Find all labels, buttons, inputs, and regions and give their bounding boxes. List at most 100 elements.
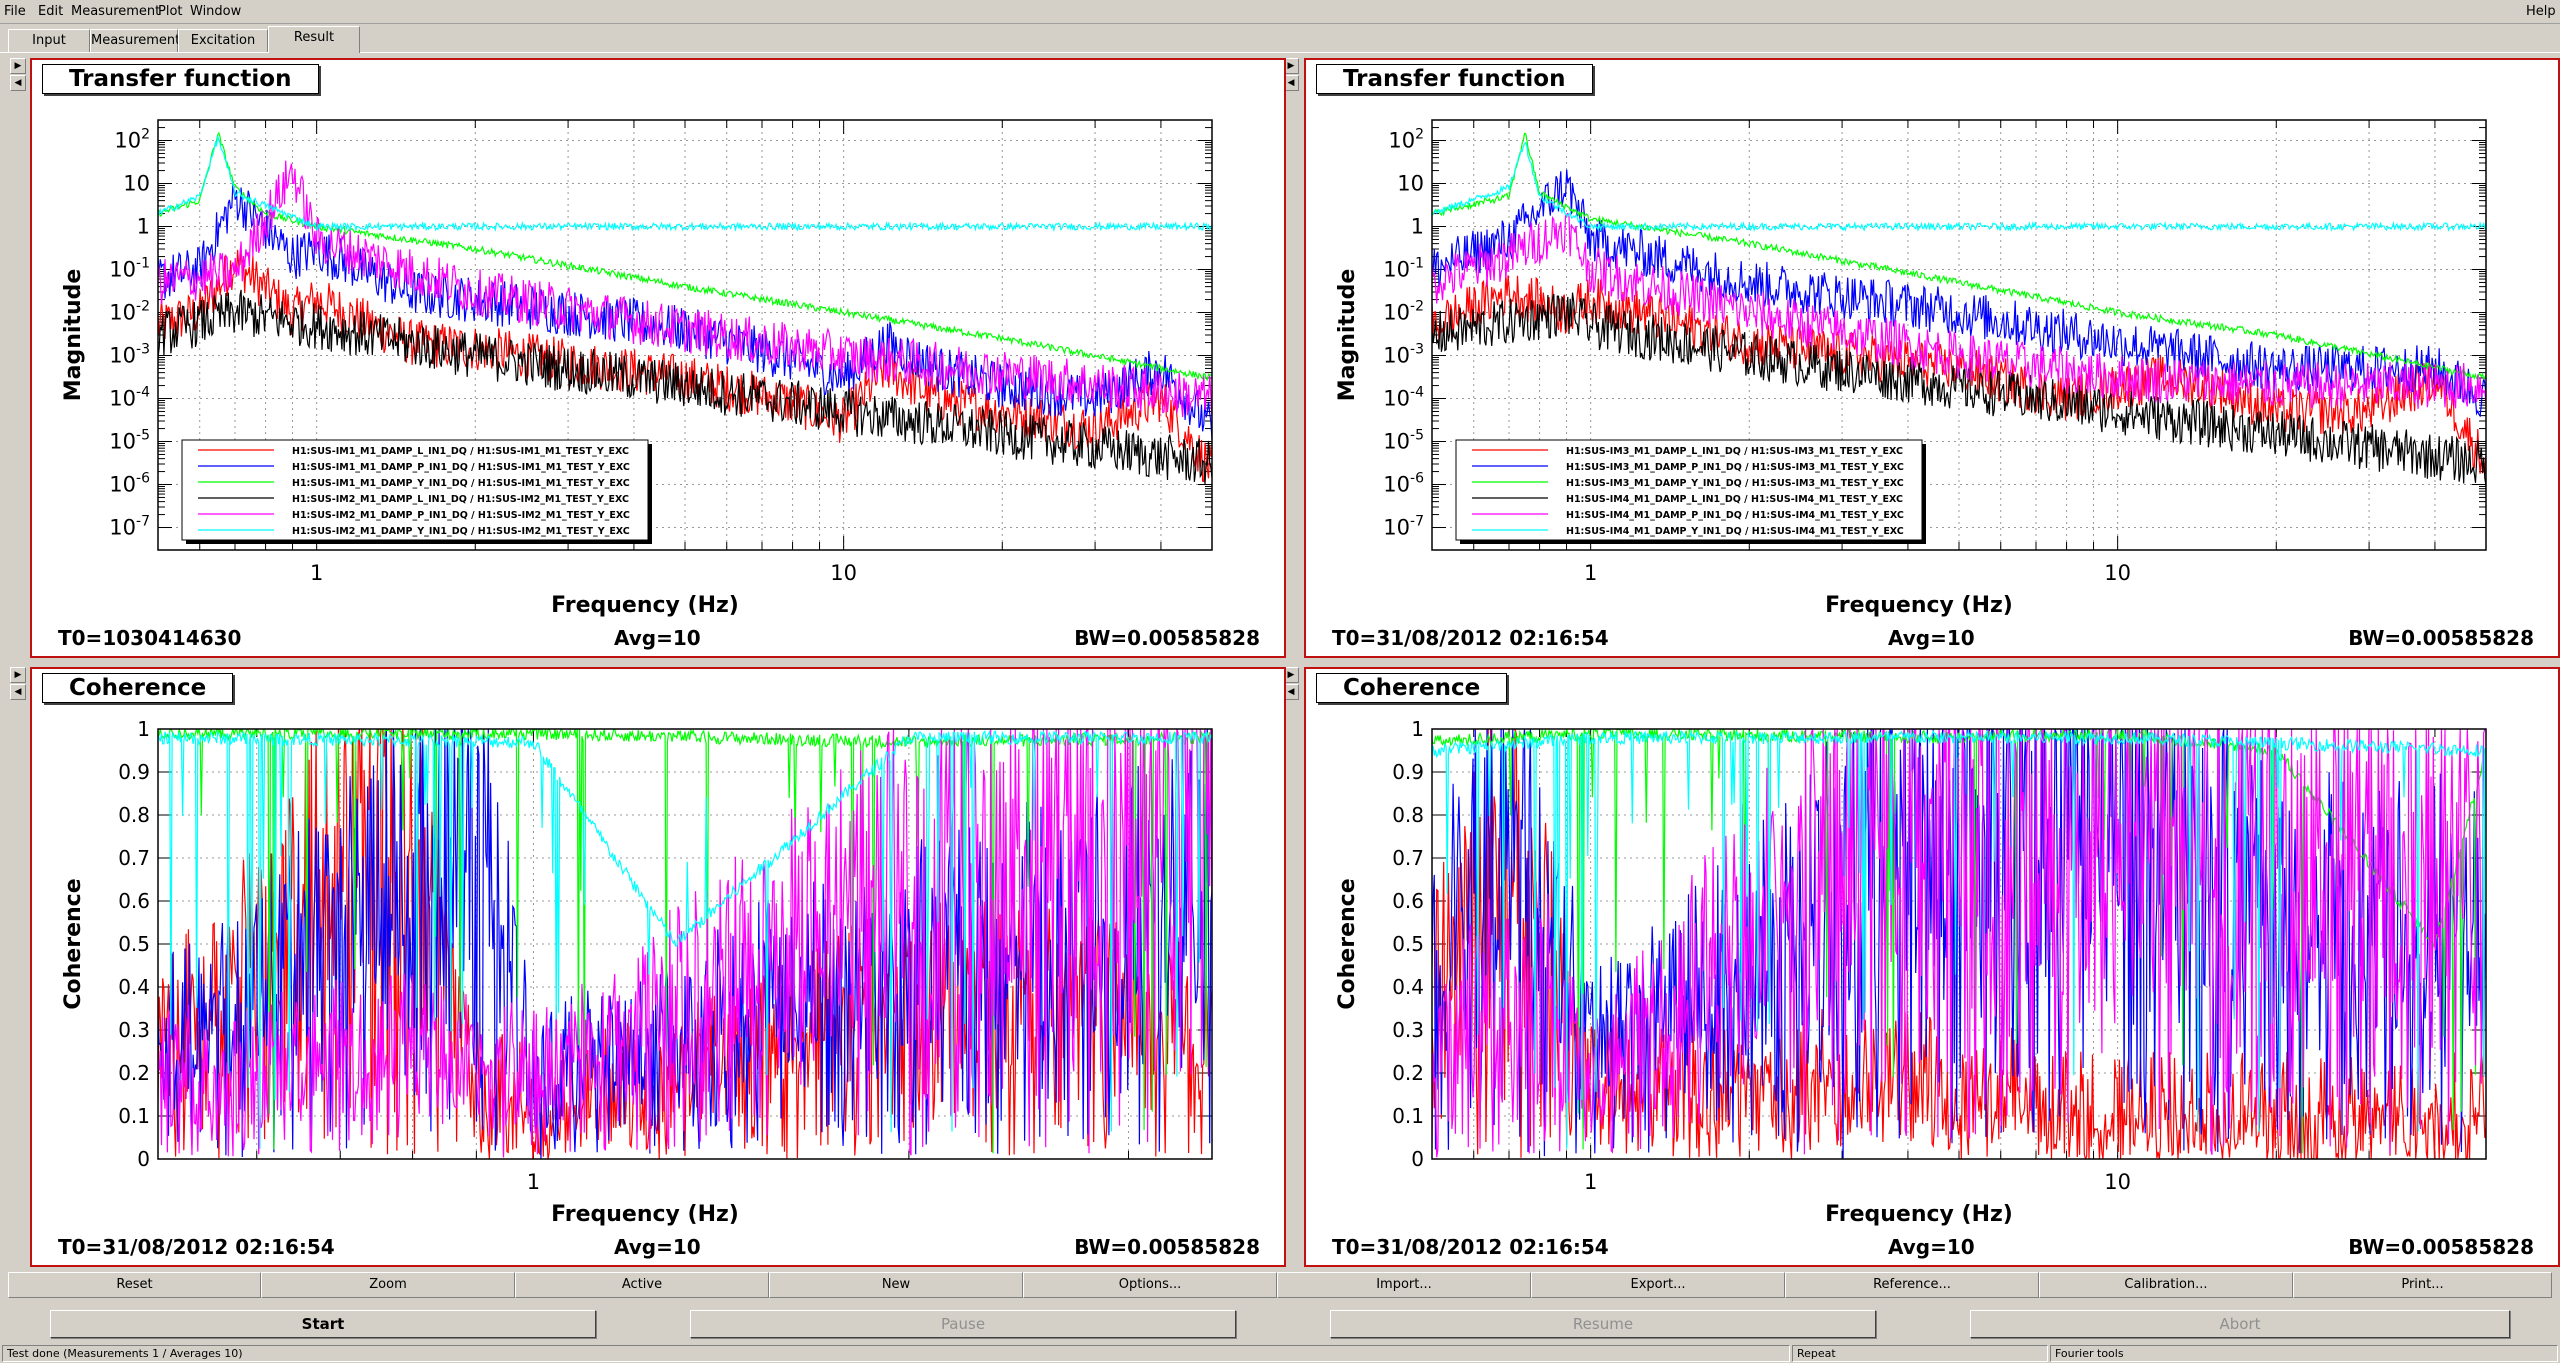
series-group	[1432, 132, 2486, 486]
y-tick-label: 0.5	[1392, 932, 1424, 956]
series-line	[158, 135, 1212, 233]
y-tick-exponent: -2	[136, 299, 150, 315]
y-tick-label: 0.4	[118, 975, 150, 999]
panel-title[interactable]: Transfer function	[42, 64, 319, 94]
y-tick-label: 1	[1411, 215, 1424, 239]
y-tick-exponent: -1	[1410, 256, 1424, 272]
start-button[interactable]: Start	[50, 1310, 596, 1338]
menu-help[interactable]: Help	[2526, 4, 2556, 19]
t0-label: T0=31/08/2012 02:16:54	[1332, 1235, 1609, 1259]
plot-area[interactable]: 0 0.1 0.2 0.3 0.4 0.5 0.6 0.7 0.8 0.9 1 1 Frequency …	[32, 669, 1284, 1265]
y-tick-exponent: 2	[141, 127, 150, 143]
y-tick-label: 102	[1388, 127, 1424, 153]
legend-label: H1:SUS-IM3_M1_DAMP_P_IN1_DQ / H1:SUS-IM3…	[1566, 462, 1904, 473]
panel-expand-right-icon[interactable]: ▶	[1283, 58, 1299, 74]
panel-title[interactable]: Coherence	[1316, 673, 1508, 703]
legend-label: H1:SUS-IM4_M1_DAMP_P_IN1_DQ / H1:SUS-IM4…	[1566, 510, 1904, 521]
menu-edit[interactable]: Edit	[38, 4, 64, 19]
plot-frame	[1431, 119, 2487, 551]
y-axis-title: Magnitude	[1335, 269, 1360, 402]
menu-plot[interactable]: Plot	[158, 4, 183, 19]
y-tick-label: 0.3	[1392, 1018, 1424, 1042]
new-button[interactable]: New	[769, 1272, 1023, 1298]
t0-label: T0=31/08/2012 02:16:54	[1332, 626, 1609, 650]
print-button[interactable]: Print...	[2293, 1272, 2552, 1298]
import-button[interactable]: Import...	[1277, 1272, 1531, 1298]
plot-panel-coherence-2[interactable]: 0 0.1 0.2 0.3 0.4 0.5 0.6 0.7 0.8 0.9 1 1 10 Frequenc…	[1304, 667, 2560, 1267]
panel-collapse-icon[interactable]: ◀	[10, 684, 26, 700]
y-tick-label: 0.7	[1392, 846, 1424, 870]
plot-area[interactable]: 0 0.1 0.2 0.3 0.4 0.5 0.6 0.7 0.8 0.9 1 1 10 Frequenc…	[1306, 669, 2558, 1265]
legend-label: H1:SUS-IM4_M1_DAMP_L_IN1_DQ / H1:SUS-IM4…	[1566, 494, 1903, 505]
plot-area[interactable]: 102 10 1 10-1 10-2 10-3 10-4 10-5 10-6 10-7 1 10 Fre…	[1306, 60, 2558, 656]
plot-panel-transfer-function-2[interactable]: 102 10 1 10-1 10-2 10-3 10-4 10-5 10-6 10-7 1 10 Fre…	[1304, 58, 2560, 658]
panel-expand-right-icon[interactable]: ▶	[10, 58, 26, 74]
series-line	[1432, 169, 2486, 418]
chart-group: 0 0.1 0.2 0.3 0.4 0.5 0.6 0.7 0.8 0.9 1 1 10 Frequenc…	[1335, 717, 2487, 1227]
plot-frame	[157, 728, 1213, 1160]
panel-title[interactable]: Transfer function	[1316, 64, 1593, 94]
x-tick-label: 10	[2104, 1170, 2131, 1194]
menu-file[interactable]: File	[4, 4, 26, 19]
legend-label: H1:SUS-IM3_M1_DAMP_Y_IN1_DQ / H1:SUS-IM3…	[1566, 478, 1904, 489]
abort-button[interactable]: Abort	[1970, 1310, 2510, 1338]
calibration-button[interactable]: Calibration...	[2039, 1272, 2293, 1298]
panel-expand-right-icon[interactable]: ▶	[1283, 667, 1299, 683]
export-button[interactable]: Export...	[1531, 1272, 1785, 1298]
series-line	[158, 249, 1212, 483]
menu-window[interactable]: Window	[190, 4, 242, 19]
bw-label: BW=0.00585828	[1074, 626, 1260, 650]
measurement-controls: Start Pause Resume Abort	[0, 1310, 2560, 1340]
panel-expand-right-icon[interactable]: ▶	[10, 667, 26, 683]
series-line	[158, 729, 1212, 1158]
reset-button[interactable]: Reset	[8, 1272, 261, 1298]
avg-label: Avg=10	[614, 1235, 701, 1259]
panel-title[interactable]: Coherence	[42, 673, 234, 703]
menu-bar: File Edit Measurement Plot Window Help	[0, 0, 2560, 24]
bw-label: BW=0.00585828	[2348, 1235, 2534, 1259]
y-tick-exponent: -6	[136, 471, 150, 487]
tab-excitation[interactable]: Excitation	[178, 29, 268, 53]
y-tick-label: 10-3	[109, 342, 150, 368]
y-tick-label: 0	[137, 1147, 150, 1171]
plot-area[interactable]: 102 10 1 10-1 10-2 10-3 10-4 10-5 10-6 10-7 1 10 Fre…	[32, 60, 1284, 656]
chart-group: 102 10 1 10-1 10-2 10-3 10-4 10-5 10-6 10-7 1 10 Fre…	[61, 119, 1213, 618]
y-tick-label: 0.8	[118, 803, 150, 827]
bw-label: BW=0.00585828	[1074, 1235, 1260, 1259]
y-tick-exponent: -7	[136, 514, 150, 530]
y-tick-label: 0.4	[1392, 975, 1424, 999]
x-tick-label: 1	[1584, 1170, 1597, 1194]
plot-panel-coherence-1[interactable]: 0 0.1 0.2 0.3 0.4 0.5 0.6 0.7 0.8 0.9 1 1 Frequency …	[30, 667, 1286, 1267]
series-line	[1432, 729, 2486, 1154]
zoom-button[interactable]: Zoom	[261, 1272, 515, 1298]
y-tick-label: 0.2	[118, 1061, 150, 1085]
resume-button[interactable]: Resume	[1330, 1310, 1876, 1338]
y-tick-label: 0.6	[118, 889, 150, 913]
y-tick-label: 0	[1411, 1147, 1424, 1171]
x-tick-label: 1	[527, 1170, 540, 1194]
active-button[interactable]: Active	[515, 1272, 769, 1298]
series-line	[158, 289, 1212, 485]
pause-button[interactable]: Pause	[690, 1310, 1236, 1338]
y-tick-exponent: -5	[1410, 428, 1424, 444]
plot-panel-transfer-function-1[interactable]: 102 10 1 10-1 10-2 10-3 10-4 10-5 10-6 10-7 1 10 Fre…	[30, 58, 1286, 658]
y-tick-label: 0.9	[118, 760, 150, 784]
y-axis-title: Coherence	[61, 878, 86, 1009]
y-axis-title: Magnitude	[61, 269, 86, 402]
menu-measurement[interactable]: Measurement	[71, 4, 161, 19]
series-group	[1432, 729, 2486, 1159]
legend-label: H1:SUS-IM2_M1_DAMP_Y_IN1_DQ / H1:SUS-IM2…	[292, 526, 630, 537]
tab-input[interactable]: Input	[8, 29, 90, 53]
reference-button[interactable]: Reference...	[1785, 1272, 2039, 1298]
plot-toolbar: Reset Zoom Active New Options... Import.…	[0, 1272, 2560, 1300]
tab-result[interactable]: Result	[268, 26, 360, 53]
t0-label: T0=31/08/2012 02:16:54	[58, 1235, 335, 1259]
t0-label: T0=1030414630	[58, 626, 242, 650]
legend-box	[1455, 439, 1923, 541]
avg-label: Avg=10	[1888, 1235, 1975, 1259]
panel-collapse-icon[interactable]: ◀	[10, 75, 26, 91]
options-button[interactable]: Options...	[1023, 1272, 1277, 1298]
y-tick-label: 10-5	[1383, 428, 1424, 454]
tab-measurement[interactable]: Measurement	[90, 29, 180, 53]
y-tick-exponent: -5	[136, 428, 150, 444]
